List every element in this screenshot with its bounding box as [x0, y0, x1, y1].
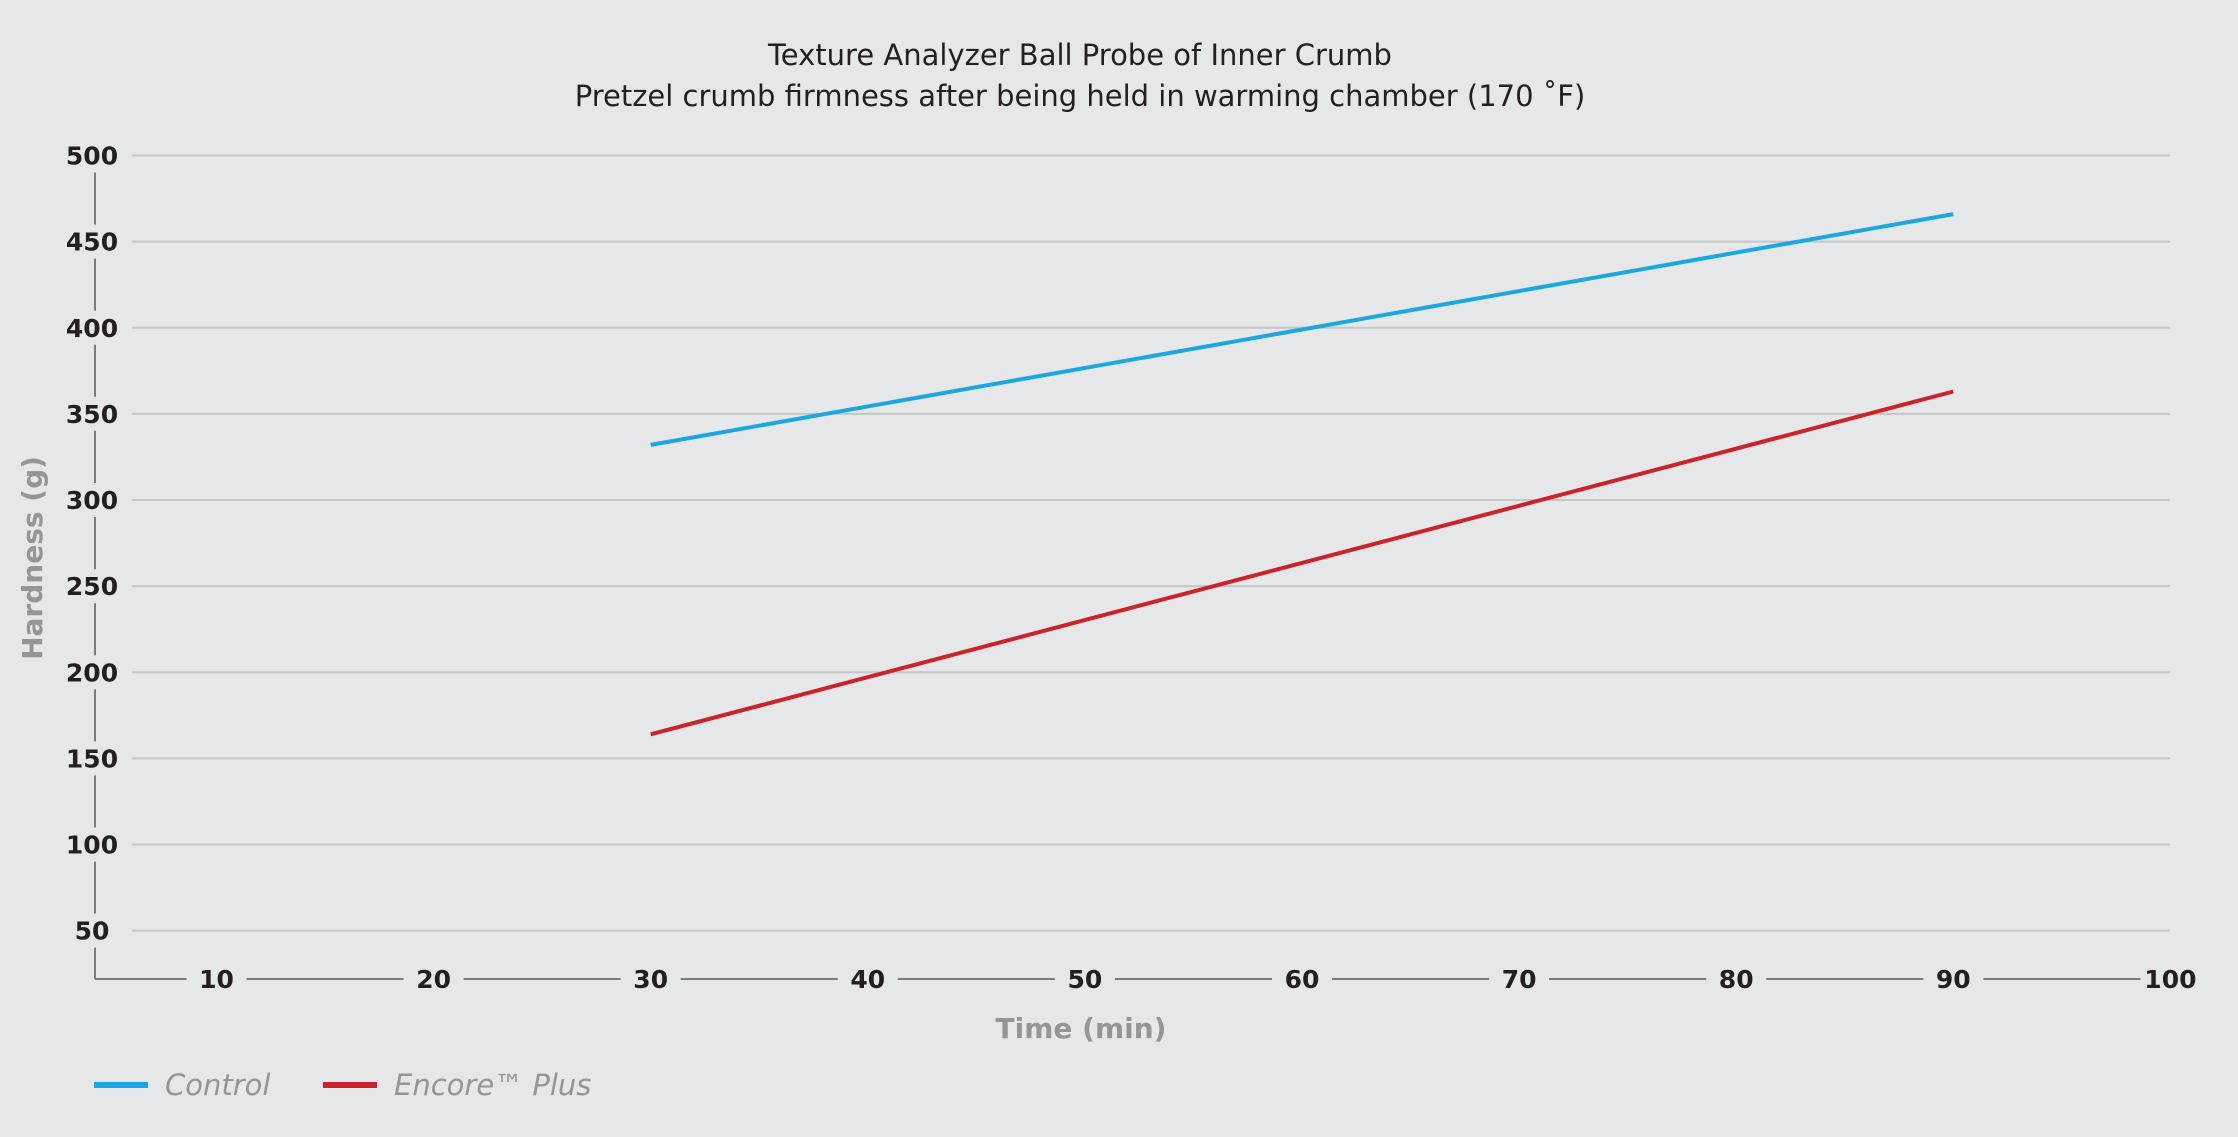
x-tick-label: 60 [1285, 965, 1320, 994]
x-tick-label: 50 [1068, 965, 1103, 994]
y-tick-label: 100 [66, 831, 118, 860]
x-tick-label: 40 [850, 965, 885, 994]
chart-subtitle: Pretzel crumb firmness after being held … [575, 79, 1586, 113]
y-tick-label: 150 [66, 744, 118, 773]
grid-lines [132, 154, 2170, 932]
y-axis: 50 100 150 200 250 300 350 400 450 500 [66, 142, 118, 979]
series-line-1 [650, 389, 1954, 737]
x-tick-label: 70 [1502, 965, 1537, 994]
x-tick-label: 90 [1936, 965, 1971, 994]
x-tick-label: 20 [416, 965, 451, 994]
y-tick-label: 350 [66, 400, 118, 429]
legend: Control Encore™ Plus [94, 1068, 591, 1102]
legend-label: Encore™ Plus [394, 1068, 591, 1102]
x-tick-label: 80 [1719, 965, 1754, 994]
y-tick-label: 500 [66, 142, 118, 171]
y-tick-label: 450 [66, 228, 118, 257]
y-axis-title: Hardness (g) [16, 456, 49, 660]
chart-title: Texture Analyzer Ball Probe of Inner Cru… [767, 38, 1392, 72]
x-tick-label: 100 [2144, 965, 2196, 994]
legend-label: Control [165, 1068, 270, 1102]
x-axis: 10 20 30 40 50 60 70 80 90 100 [94, 959, 2196, 994]
plot-area [650, 212, 1954, 737]
y-tick-label: 250 [66, 572, 118, 601]
y-tick-label: 200 [66, 658, 118, 687]
y-tick-label: 400 [66, 314, 118, 343]
x-axis-title: Time (min) [996, 1012, 1167, 1045]
x-tick-label: 30 [633, 965, 668, 994]
x-tick-label: 10 [199, 965, 234, 994]
y-tick-label: 50 [75, 917, 110, 946]
series-line-0 [650, 212, 1954, 447]
y-tick-label: 300 [66, 486, 118, 515]
